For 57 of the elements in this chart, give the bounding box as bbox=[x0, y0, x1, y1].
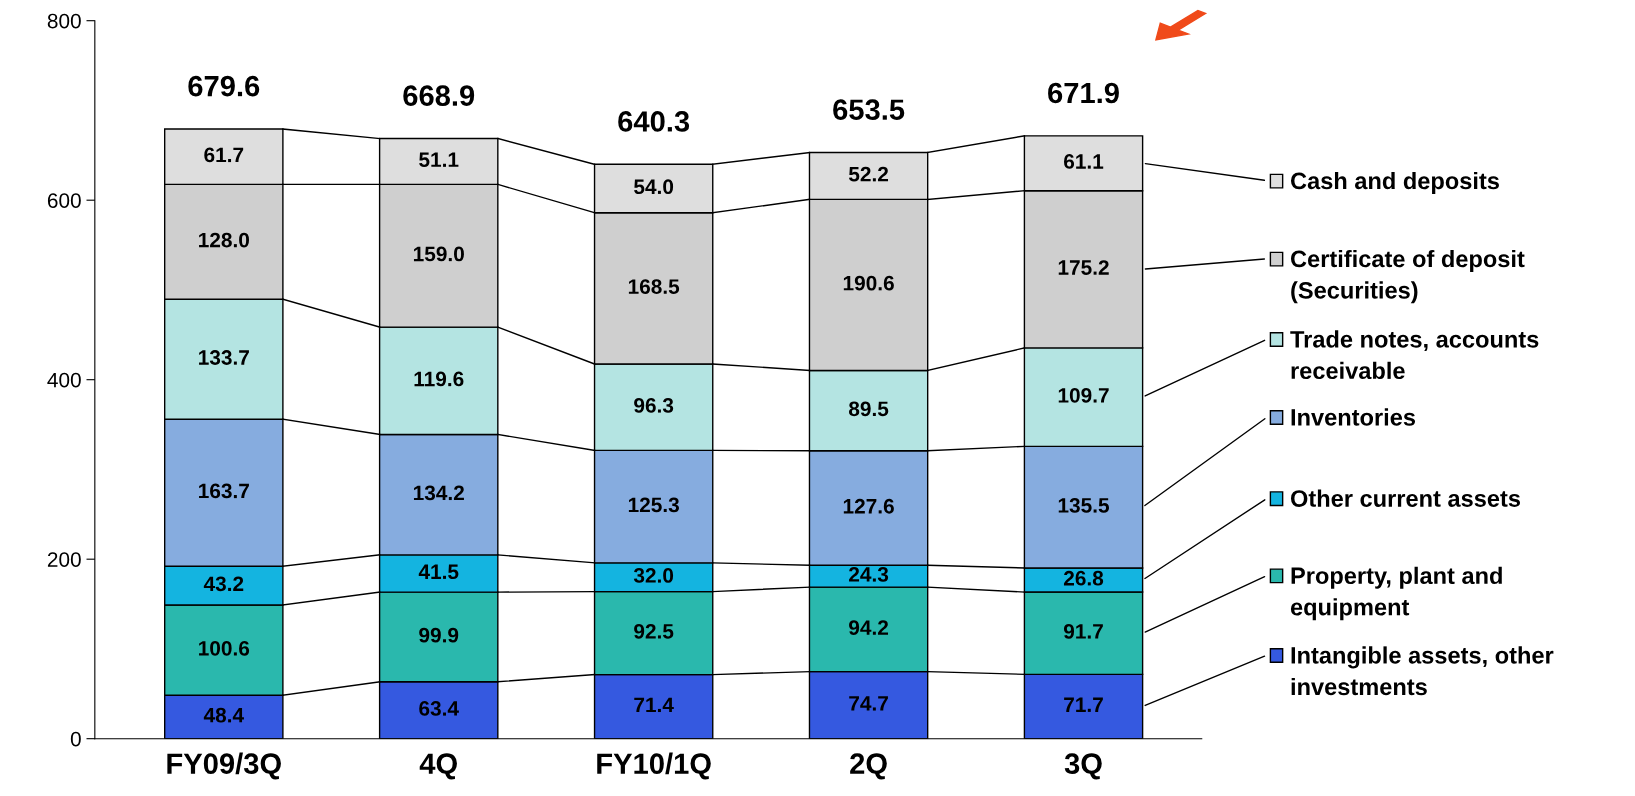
data-label: 94.2 bbox=[849, 620, 889, 635]
legend-label: Inventories bbox=[1291, 408, 1416, 426]
data-label: 92.5 bbox=[634, 623, 674, 639]
data-label: 71.4 bbox=[634, 697, 674, 713]
data-label: 168.5 bbox=[628, 279, 680, 294]
data-label: 96.3 bbox=[634, 398, 674, 413]
y-tick-label: 600 bbox=[47, 193, 81, 208]
data-label: 74.7 bbox=[849, 696, 888, 711]
legend-label: Other current assets bbox=[1290, 489, 1520, 507]
total-label: 653.5 bbox=[833, 99, 905, 121]
data-label: 26.8 bbox=[1063, 570, 1104, 586]
data-label: 109.7 bbox=[1058, 387, 1109, 403]
legend-label: Trade notes, accounts receivable bbox=[1290, 330, 1539, 380]
data-label: 61.1 bbox=[1064, 154, 1104, 169]
legend-label: Intangible assets, other investments bbox=[1291, 646, 1554, 696]
data-label: 133.7 bbox=[199, 350, 249, 365]
data-label: 159.0 bbox=[413, 246, 464, 262]
data-label: 52.2 bbox=[848, 166, 889, 182]
data-label: 175.2 bbox=[1058, 260, 1109, 275]
data-label: 125.3 bbox=[628, 497, 679, 513]
legend-label: Certificate of deposit (Securities) bbox=[1290, 249, 1525, 304]
data-label: 190.6 bbox=[843, 275, 894, 291]
data-label: 100.6 bbox=[199, 640, 250, 656]
y-tick-label: 400 bbox=[47, 372, 81, 388]
y-tick-label: 0 bbox=[70, 731, 81, 747]
x-tick-label: 3Q bbox=[1064, 753, 1102, 780]
data-label: 134.2 bbox=[413, 485, 464, 501]
data-label: 99.9 bbox=[419, 627, 459, 643]
legend-label: Property, plant and equipment bbox=[1290, 566, 1502, 621]
total-label: 671.9 bbox=[1048, 82, 1119, 104]
data-label: 127.6 bbox=[843, 498, 894, 514]
data-label: 32.0 bbox=[633, 568, 674, 583]
legend-label: Cash and deposits bbox=[1290, 171, 1499, 194]
data-label: 89.5 bbox=[848, 401, 889, 417]
y-tick-label: 800 bbox=[47, 13, 81, 29]
total-label: 679.6 bbox=[188, 75, 260, 97]
data-label: 51.1 bbox=[419, 152, 459, 168]
x-tick-label: 2Q bbox=[850, 753, 887, 780]
data-label: 63.4 bbox=[419, 701, 459, 716]
data-label: 61.7 bbox=[204, 147, 244, 163]
data-label: 135.5 bbox=[1058, 498, 1109, 513]
x-tick-label: FY09/3Q bbox=[167, 752, 281, 780]
data-label: 128.0 bbox=[199, 232, 249, 248]
data-label: 163.7 bbox=[199, 483, 249, 499]
data-label: 91.7 bbox=[1063, 624, 1103, 639]
data-label: 54.0 bbox=[634, 179, 674, 195]
data-label: 24.3 bbox=[849, 567, 889, 582]
x-tick-label: FY10/1Q bbox=[597, 752, 711, 780]
data-label: 71.7 bbox=[1064, 697, 1103, 712]
data-label: 41.5 bbox=[418, 564, 459, 580]
y-tick-label: 200 bbox=[47, 552, 81, 567]
total-label: 640.3 bbox=[618, 111, 690, 132]
x-tick-label: 4Q bbox=[419, 753, 457, 780]
data-label: 43.2 bbox=[203, 576, 244, 592]
data-label: 48.4 bbox=[203, 707, 244, 723]
data-label: 119.6 bbox=[414, 371, 464, 387]
total-label: 668.9 bbox=[403, 85, 475, 106]
